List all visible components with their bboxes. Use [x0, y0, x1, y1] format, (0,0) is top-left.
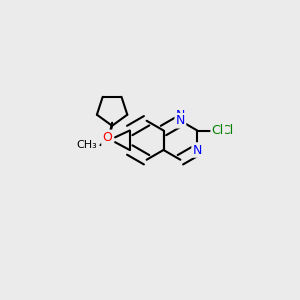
Text: O: O — [103, 134, 112, 147]
Text: N: N — [193, 146, 202, 160]
Text: O: O — [103, 134, 112, 147]
Text: O: O — [103, 131, 112, 144]
Text: N: N — [176, 109, 185, 122]
Text: N: N — [176, 114, 185, 127]
Text: O: O — [103, 131, 112, 144]
Text: CH₃: CH₃ — [76, 140, 97, 150]
Text: N: N — [193, 143, 202, 157]
Text: Cl: Cl — [212, 124, 224, 137]
Text: Cl: Cl — [221, 124, 234, 137]
